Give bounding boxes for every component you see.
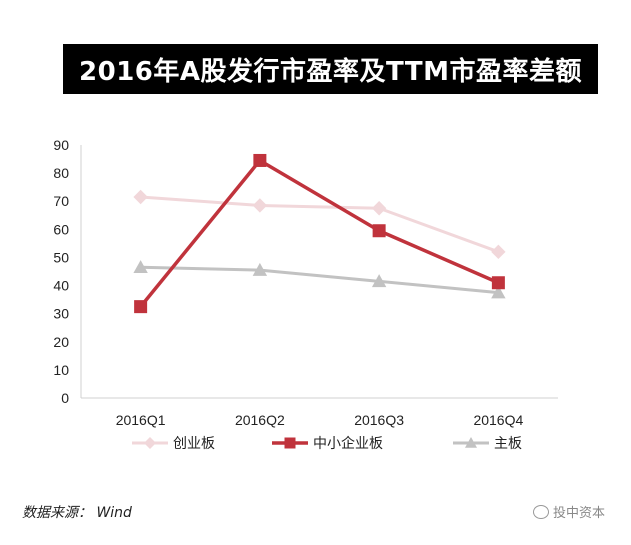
x-tick-label: 2016Q4 xyxy=(473,412,523,428)
series-2-point xyxy=(491,285,506,299)
series-2-point xyxy=(371,274,387,288)
series-2-point xyxy=(252,262,268,276)
y-tick-label: 30 xyxy=(53,306,69,322)
watermark: 投中资本 xyxy=(533,502,605,521)
series-1-point xyxy=(372,224,386,238)
series-0-line xyxy=(140,195,499,254)
series-0-point xyxy=(371,201,387,216)
series-2-point xyxy=(133,260,148,274)
y-tick-label: 50 xyxy=(53,249,69,265)
series-2-line xyxy=(140,265,499,295)
y-tick-label: 0 xyxy=(61,390,69,406)
series-0-point xyxy=(133,189,148,205)
y-tick-label: 40 xyxy=(53,278,69,294)
y-tick-label: 20 xyxy=(53,334,69,350)
series-1-point xyxy=(134,300,148,314)
wechat-icon xyxy=(533,504,549,519)
legend-label: 创业板 xyxy=(173,436,215,452)
y-tick-label: 70 xyxy=(53,193,69,209)
legend-marker xyxy=(284,437,296,449)
x-tick-label: 2016Q3 xyxy=(354,412,404,428)
chart-title-bar: 2016年A股发行市盈率及TTM市盈率差额 xyxy=(63,44,598,94)
y-tick-label: 90 xyxy=(53,137,69,153)
x-tick-label: 2016Q2 xyxy=(235,412,285,428)
y-tick-label: 10 xyxy=(53,362,69,378)
series-0-point xyxy=(491,244,506,260)
source-note: 数据来源： Wind xyxy=(22,505,132,521)
watermark-text: 投中资本 xyxy=(553,506,606,521)
series-1-line xyxy=(139,158,500,308)
y-tick-label: 60 xyxy=(53,221,69,237)
legend-label: 中小企业板 xyxy=(313,435,383,452)
legend-label: 主板 xyxy=(494,436,522,452)
legend-marker xyxy=(144,437,156,449)
legend-marker xyxy=(465,437,477,448)
y-tick-label: 80 xyxy=(53,165,69,181)
series-1-point xyxy=(253,153,267,167)
series-0-point xyxy=(252,198,268,213)
x-tick-label: 2016Q1 xyxy=(116,412,166,428)
chart-title: 2016年A股发行市盈率及TTM市盈率差额 xyxy=(79,56,582,87)
series-1-point xyxy=(491,276,505,290)
